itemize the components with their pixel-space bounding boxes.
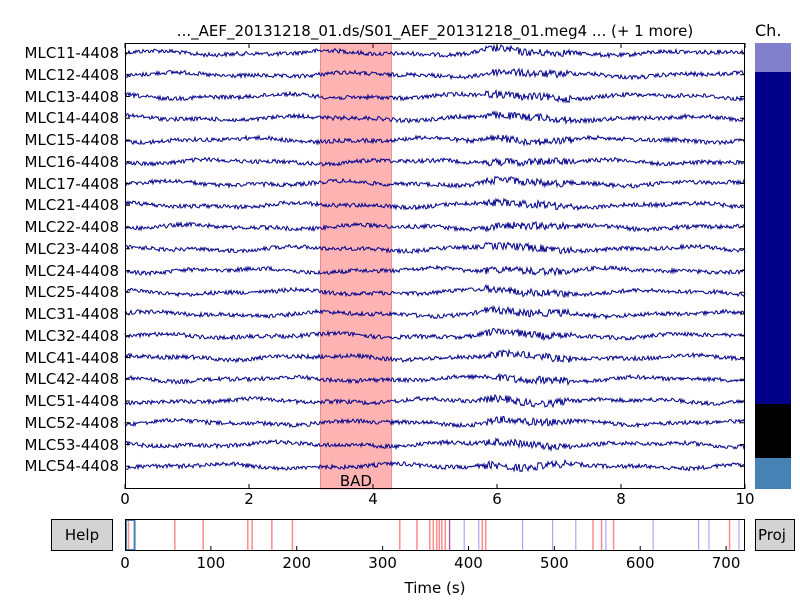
channel-trace[interactable] [124,415,746,429]
channel-label[interactable]: MLC32-4408 [24,326,119,345]
channel-label[interactable]: MLC17-4408 [24,174,119,193]
channel-trace[interactable] [124,175,746,190]
main-x-tick-label: 4 [368,490,378,508]
channel-label-list: MLC11-4408 MLC12-4408 MLC13-4408 MLC14-4408… [0,43,122,489]
channel-label[interactable]: MLC15-4408 [24,131,119,149]
plot-frame [125,43,745,489]
channel-label[interactable]: MLC23-4408 [24,239,119,258]
channel-trace[interactable] [124,197,746,212]
channel-scrollbar-segment[interactable] [755,71,791,407]
channel-trace[interactable] [124,458,746,473]
channel-trace[interactable] [124,372,746,386]
channel-trace[interactable] [124,283,746,299]
overview-x-tick-label: 500 [540,554,569,572]
overview-x-tick-label: 700 [711,554,741,572]
main-x-tick-label: 10 [735,490,755,508]
channel-label[interactable]: MLC53-4408 [24,435,119,454]
channel-trace[interactable] [124,264,746,277]
channel-label[interactable]: MLC41-4408 [24,348,119,367]
channel-label[interactable]: MLC24-4408 [24,261,119,280]
channel-trace[interactable] [124,304,746,321]
channel-trace[interactable] [124,109,745,125]
help-button[interactable]: Help [51,519,113,551]
channel-trace[interactable] [124,133,746,147]
bad-annotation-label: BAD [339,472,372,490]
channel-trace[interactable] [124,156,746,168]
channel-trace[interactable] [124,327,746,342]
overview-frame [125,519,745,551]
channel-label[interactable]: MLC11-4408 [24,44,119,62]
channel-trace[interactable] [124,436,746,453]
channel-scroll-label: Ch. [755,21,782,40]
channel-label[interactable]: MLC31-4408 [24,305,119,323]
channel-trace[interactable] [124,88,746,104]
channel-label[interactable]: MLC13-4408 [24,87,119,106]
overview-x-tick-labels: 0 100 200 300 400 500 600 700 [120,554,745,574]
overview-x-tick-label: 400 [454,554,483,572]
overview-x-tick-label: 0 [120,554,130,572]
main-x-tick-label: 2 [244,490,254,508]
channel-label[interactable]: MLC16-4408 [24,152,119,171]
overview-x-tick-label: 600 [625,554,655,572]
channel-label[interactable]: MLC25-4408 [24,283,119,302]
channel-scrollbar[interactable] [755,43,791,489]
main-x-tick-label: 8 [616,490,626,508]
channel-scrollbar-thumb[interactable] [755,43,791,72]
main-x-tick-labels: 0 2 4 6 8 10 [120,490,754,510]
channel-label[interactable]: MLC22-4408 [24,218,119,236]
channel-scrollbar-segment[interactable] [755,404,791,458]
overview-x-tick-label: 300 [368,554,397,572]
channel-label[interactable]: MLC42-4408 [24,370,119,389]
channel-trace[interactable] [124,67,746,81]
channel-trace[interactable] [124,393,746,409]
overview-x-tick-label: 200 [282,554,312,572]
overview-background [125,519,745,551]
plot-title: ..._AEF_20131218_01.ds/S01_AEF_20131218_… [176,22,694,40]
channel-trace[interactable] [124,348,746,364]
channel-trace[interactable] [124,43,746,60]
channel-label[interactable]: MLC12-4408 [24,65,119,84]
channel-label[interactable]: MLC51-4408 [24,392,119,410]
overview-x-axis-label: Time (s) [404,579,466,597]
main-x-tick-label: 6 [492,490,502,508]
overview-x-tick-label: 100 [196,554,226,572]
channel-scrollbar-segment[interactable] [755,457,791,489]
channel-label[interactable]: MLC54-4408 [24,457,119,476]
channel-trace[interactable] [124,241,746,255]
channel-label[interactable]: MLC52-4408 [24,413,119,432]
main-x-tick-label: 0 [120,490,130,508]
channel-trace[interactable] [124,221,746,233]
meg-trace-plot[interactable] [124,42,746,490]
proj-button[interactable]: Proj [755,519,795,551]
time-overview-bar[interactable] [125,519,745,551]
channel-label[interactable]: MLC21-4408 [24,196,119,215]
channel-label[interactable]: MLC14-4408 [24,109,119,128]
